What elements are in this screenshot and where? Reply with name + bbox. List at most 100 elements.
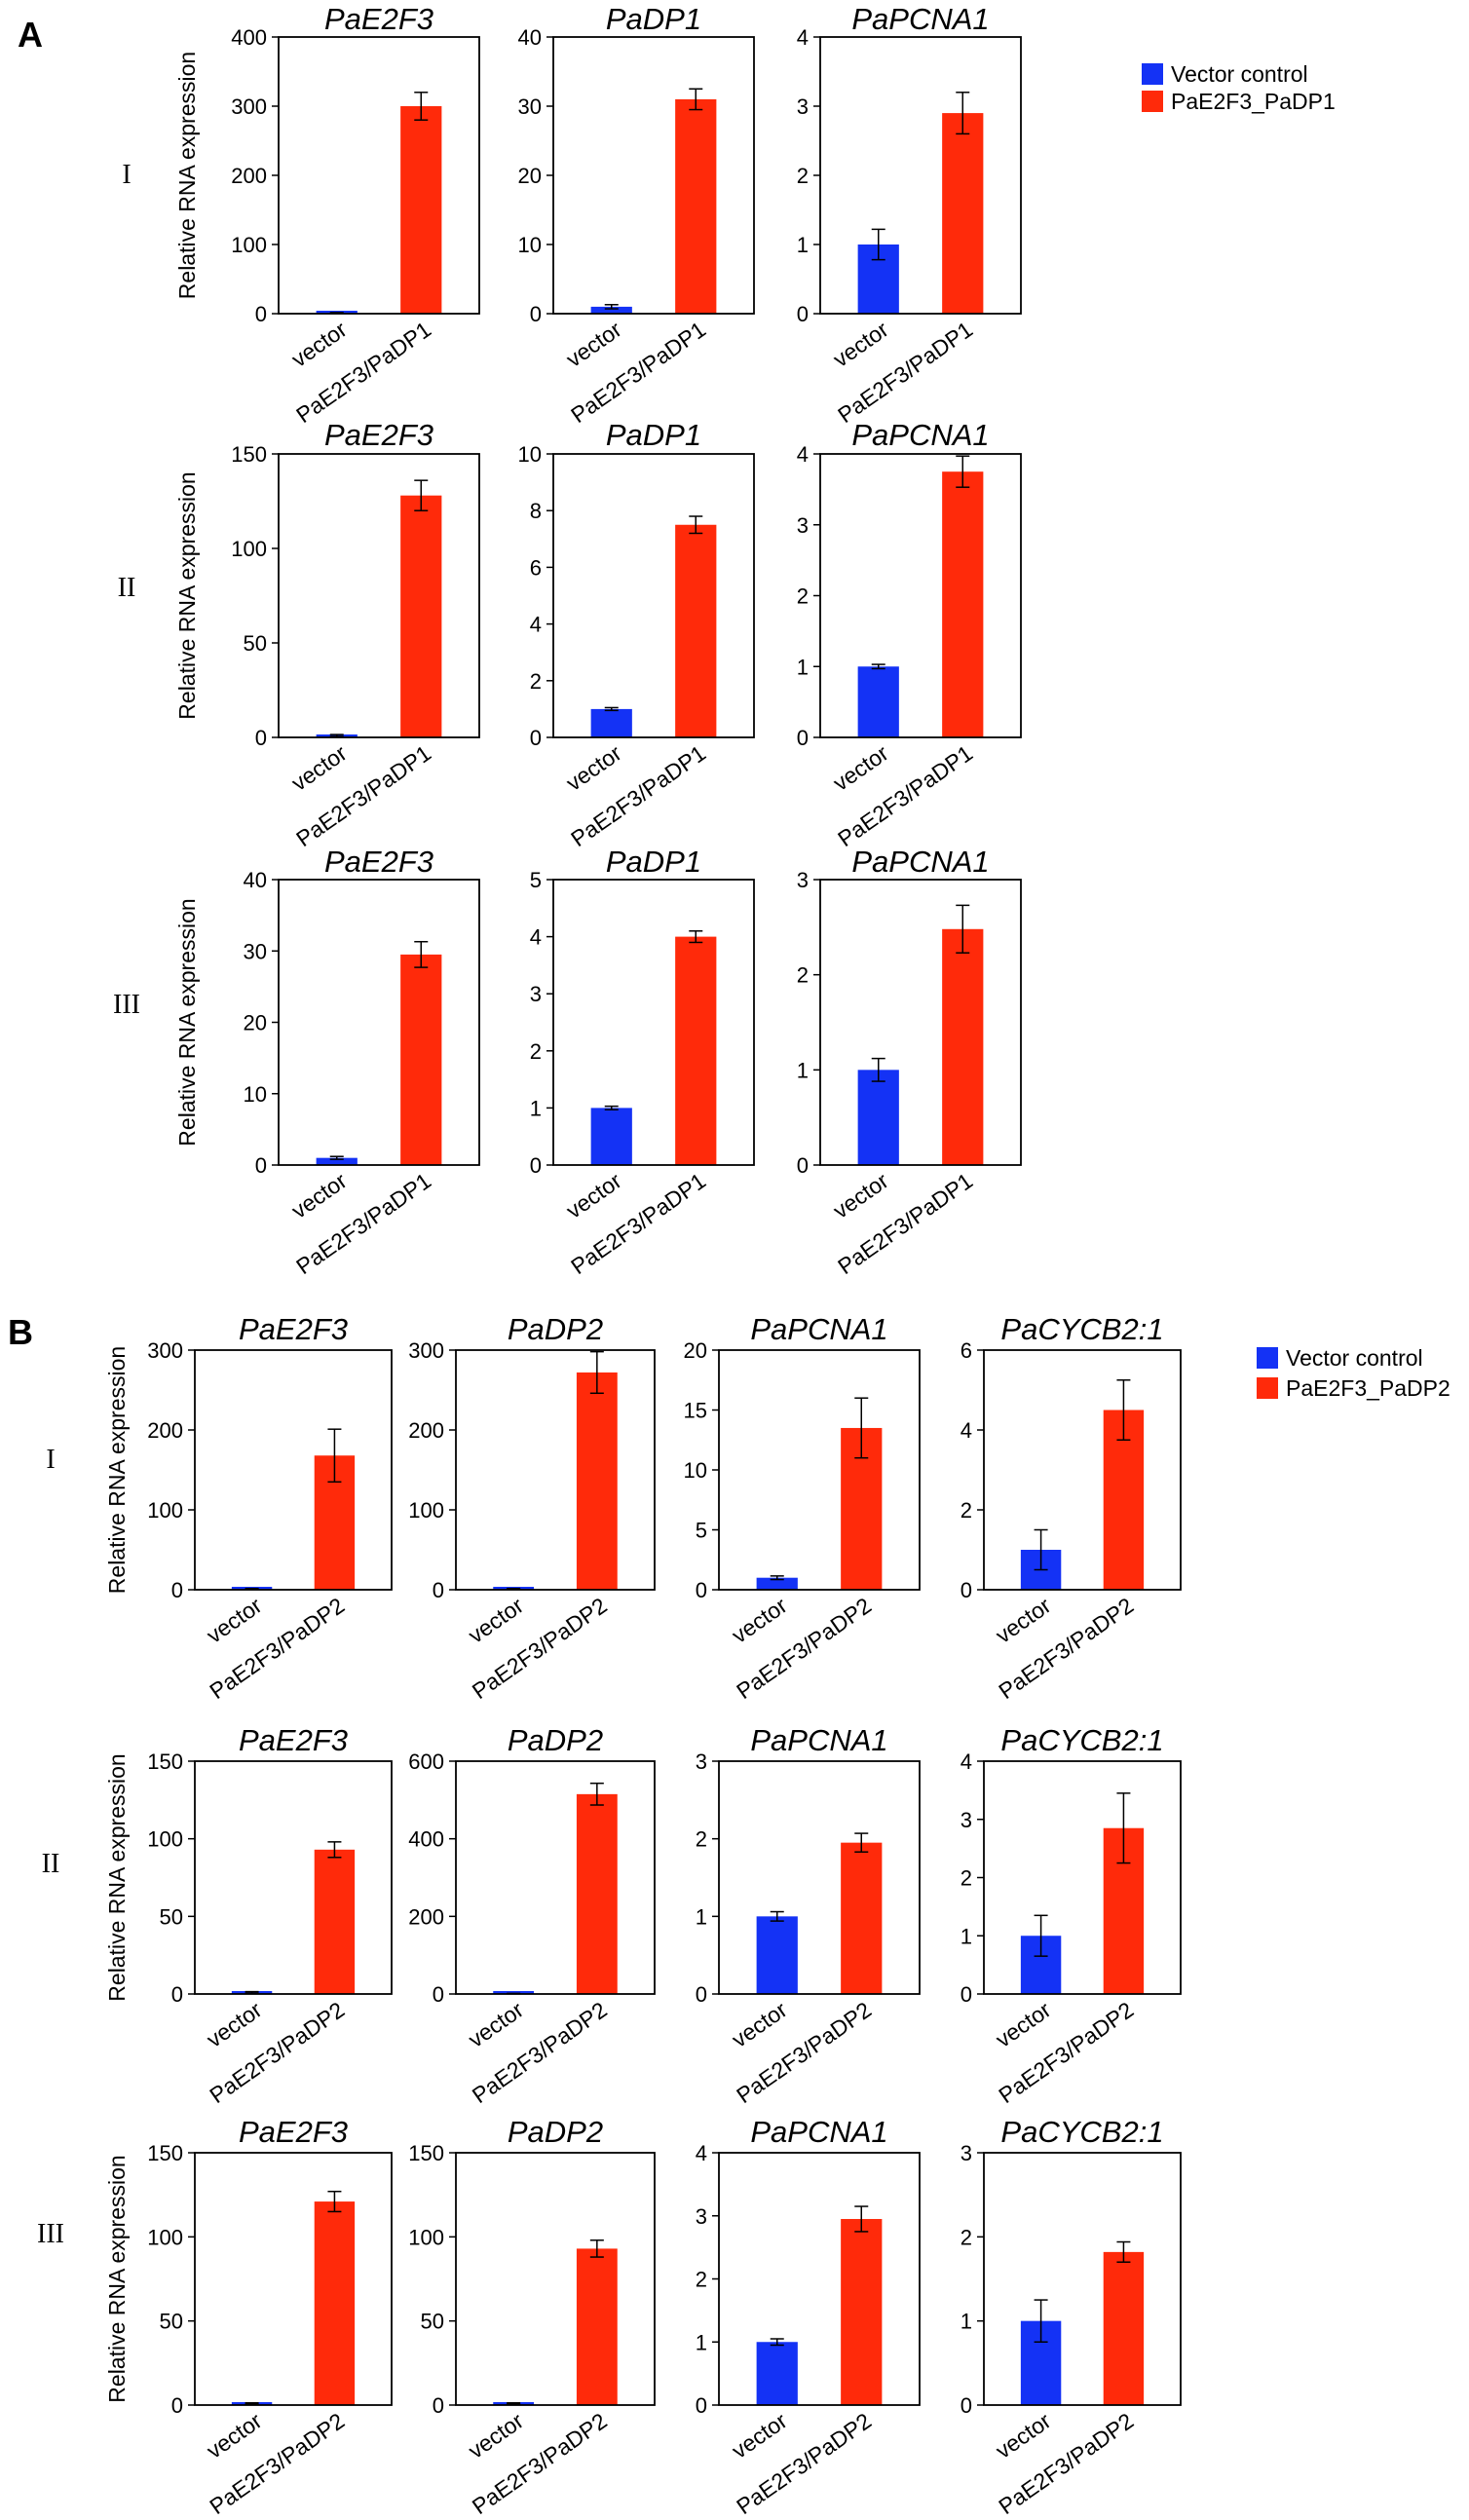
bar-treatment — [400, 954, 442, 1165]
bar-vector — [590, 708, 632, 737]
bar-vector — [590, 1108, 632, 1165]
y-tick-label: 4 — [530, 613, 542, 637]
y-tick-label: 400 — [408, 1827, 444, 1852]
y-tick-label: 50 — [244, 631, 267, 656]
bar-treatment — [942, 471, 984, 737]
plot-frame — [552, 36, 755, 315]
y-tick-label: 4 — [960, 1418, 972, 1443]
x-category-label: vector — [561, 740, 625, 796]
y-tick-label: 2 — [797, 963, 809, 988]
y-tick-label: 200 — [147, 1418, 183, 1443]
plot-frame — [455, 1760, 656, 1995]
plot-frame — [718, 1349, 921, 1591]
plot-frame — [278, 453, 480, 738]
x-category-label: vector — [286, 1168, 351, 1223]
y-tick-label: 4 — [797, 25, 809, 50]
row-label: III — [113, 990, 140, 1020]
x-category-label: vector — [286, 740, 351, 796]
y-tick-label: 0 — [960, 2393, 972, 2418]
y-tick-label: 0 — [433, 1578, 444, 1602]
bar-treatment — [576, 2248, 618, 2405]
y-tick-label: 10 — [518, 233, 542, 257]
y-tick-label: 300 — [147, 1338, 183, 1363]
y-tick-label: 20 — [684, 1338, 707, 1363]
panel-letter-a: A — [18, 15, 43, 55]
y-tick-label: 300 — [408, 1338, 444, 1363]
y-tick-label: 0 — [530, 302, 542, 326]
chart-title: PaPCNA1 — [851, 2, 989, 36]
bar-treatment — [400, 106, 442, 314]
chart-title: PaE2F3 — [239, 1312, 348, 1346]
bar-treatment — [841, 2218, 883, 2405]
bar-treatment — [1103, 2251, 1145, 2405]
plot-frame — [552, 879, 755, 1166]
y-tick-label: 1 — [797, 233, 809, 257]
plot-frame — [552, 453, 755, 738]
x-category-label: vector — [991, 2408, 1055, 2464]
y-tick-label: 300 — [231, 94, 267, 119]
legend-swatch — [1257, 1347, 1278, 1369]
y-tick-label: 0 — [171, 2393, 183, 2418]
y-tick-label: 3 — [797, 513, 809, 538]
chart-title: PaDP2 — [508, 1723, 603, 1757]
plot-frame — [983, 2152, 1182, 2406]
legend-label: PaE2F3_PaDP2 — [1286, 1375, 1450, 1401]
bar-vector — [756, 1577, 798, 1590]
y-tick-label: 150 — [147, 1749, 183, 1774]
bar-vector — [590, 306, 632, 314]
x-category-label: vector — [828, 740, 892, 796]
y-tick-label: 10 — [244, 1082, 267, 1107]
y-tick-label: 0 — [696, 1982, 707, 2007]
plot-frame — [819, 879, 1022, 1166]
y-tick-label: 20 — [518, 164, 542, 188]
plot-frame — [194, 1349, 393, 1591]
x-category-label: vector — [464, 1997, 528, 2052]
chart-title: PaCYCB2:1 — [1000, 1723, 1163, 1757]
y-tick-label: 50 — [160, 1904, 183, 1929]
x-category-label: vector — [202, 1593, 266, 1648]
y-tick-label: 2 — [530, 669, 542, 694]
y-tick-label: 3 — [530, 982, 542, 1006]
legend-panel-b: Vector control PaE2F3_PaDP2 — [1257, 1345, 1450, 1401]
y-tick-label: 100 — [231, 233, 267, 257]
y-tick-label: 0 — [433, 2393, 444, 2418]
y-tick-label: 4 — [960, 1749, 972, 1774]
chart-title: PaDP1 — [606, 418, 701, 452]
y-tick-label: 0 — [696, 1578, 707, 1602]
y-tick-label: 2 — [797, 584, 809, 609]
plot-frame — [718, 1760, 921, 1995]
legend-swatch — [1257, 1377, 1278, 1399]
plot-frame — [194, 2152, 393, 2406]
y-tick-label: 2 — [696, 1827, 707, 1852]
y-tick-label: 2 — [960, 1498, 972, 1523]
y-tick-label: 100 — [147, 2225, 183, 2249]
x-category-label: vector — [828, 1168, 892, 1223]
plot-frame — [455, 1349, 656, 1591]
y-tick-label: 1 — [797, 1058, 809, 1082]
y-tick-label: 3 — [960, 1808, 972, 1832]
y-tick-label: 1 — [960, 2310, 972, 2334]
plot-frame — [819, 453, 1022, 738]
x-category-label: vector — [464, 1593, 528, 1648]
bar-treatment — [942, 113, 984, 314]
x-category-label: vector — [727, 2408, 791, 2464]
y-tick-label: 1 — [696, 2330, 707, 2354]
y-tick-label: 0 — [960, 1982, 972, 2007]
y-tick-label: 0 — [433, 1982, 444, 2007]
y-tick-label: 0 — [797, 1153, 809, 1178]
y-tick-label: 3 — [696, 1749, 707, 1774]
y-tick-label: 0 — [171, 1578, 183, 1602]
chart-title: PaPCNA1 — [851, 418, 989, 452]
y-tick-label: 0 — [530, 1153, 542, 1178]
bar-treatment — [675, 524, 717, 737]
